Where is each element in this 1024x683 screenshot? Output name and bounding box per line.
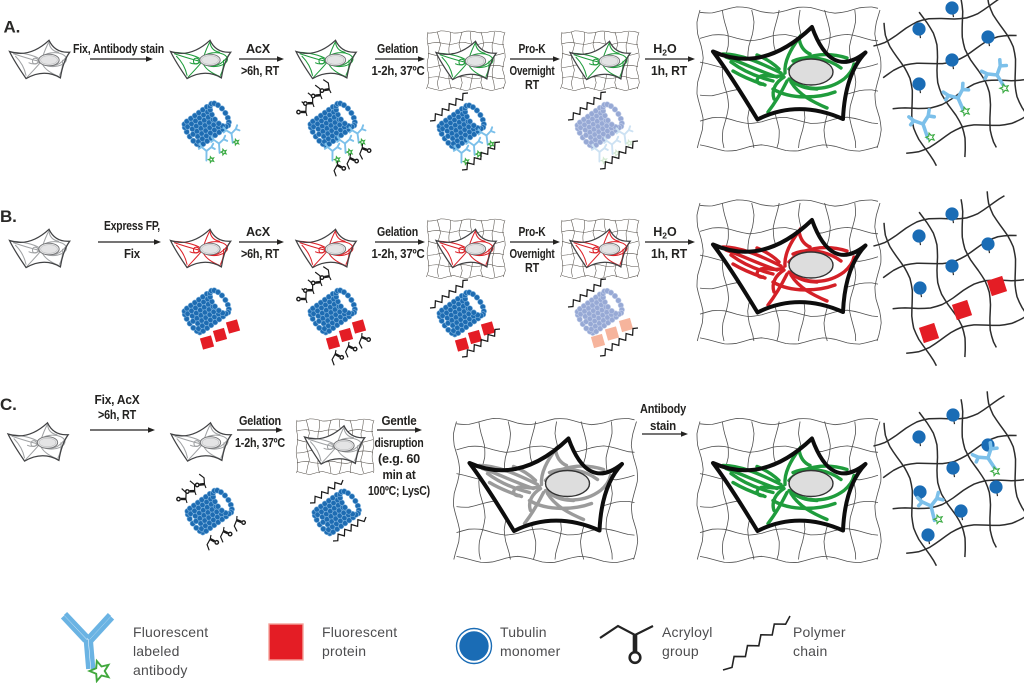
svg-text:antibody: antibody — [133, 662, 188, 678]
svg-text:Polymer: Polymer — [793, 624, 846, 640]
svg-text:chain: chain — [793, 643, 827, 659]
svg-text:>6h, RT: >6h, RT — [241, 247, 279, 261]
svg-text:disruption: disruption — [375, 436, 424, 450]
svg-text:Fix, Antibody stain: Fix, Antibody stain — [73, 42, 164, 56]
svg-text:RT: RT — [525, 78, 539, 92]
svg-text:100ºC; LysC): 100ºC; LysC) — [368, 484, 430, 498]
svg-text:>6h, RT: >6h, RT — [241, 64, 279, 78]
svg-text:A.: A. — [4, 18, 21, 37]
svg-text:Fix, AcX: Fix, AcX — [95, 393, 141, 407]
svg-text:1h, RT: 1h, RT — [651, 247, 688, 261]
svg-text:protein: protein — [322, 643, 366, 659]
svg-text:H2O: H2O — [653, 225, 677, 241]
svg-text:Overnight: Overnight — [510, 64, 556, 78]
svg-text:1h, RT: 1h, RT — [651, 64, 688, 78]
svg-text:Gelation: Gelation — [377, 225, 418, 239]
svg-text:Pro-K: Pro-K — [519, 225, 546, 239]
svg-text:Pro-K: Pro-K — [519, 42, 546, 56]
svg-text:AcX: AcX — [246, 225, 271, 239]
svg-text:labeled: labeled — [133, 643, 180, 659]
svg-text:Gelation: Gelation — [377, 42, 418, 56]
svg-text:1-2h, 37ºC: 1-2h, 37ºC — [235, 436, 285, 450]
svg-text:stain: stain — [650, 419, 676, 433]
svg-text:C.: C. — [0, 395, 17, 414]
svg-text:monomer: monomer — [500, 643, 561, 659]
svg-text:Express FP,: Express FP, — [104, 219, 160, 233]
svg-text:Acryloyl: Acryloyl — [662, 624, 713, 640]
svg-text:Fluorescent: Fluorescent — [322, 624, 397, 640]
svg-text:min at: min at — [383, 468, 417, 482]
svg-text:AcX: AcX — [246, 42, 271, 56]
svg-text:Gelation: Gelation — [239, 414, 281, 428]
svg-text:>6h, RT: >6h, RT — [98, 408, 136, 422]
svg-text:Tubulin: Tubulin — [500, 624, 547, 640]
svg-text:Fluorescent: Fluorescent — [133, 624, 208, 640]
svg-text:B.: B. — [0, 207, 17, 226]
svg-text:Gentle: Gentle — [382, 414, 417, 428]
svg-text:Fix: Fix — [124, 247, 140, 261]
svg-text:Overnight: Overnight — [510, 247, 556, 261]
svg-text:group: group — [662, 643, 699, 659]
svg-text:H2O: H2O — [653, 42, 677, 58]
svg-text:(e.g. 60: (e.g. 60 — [378, 452, 420, 466]
svg-text:1-2h, 37ºC: 1-2h, 37ºC — [372, 247, 425, 261]
svg-text:RT: RT — [525, 261, 539, 275]
svg-text:Antibody: Antibody — [640, 402, 686, 416]
svg-text:1-2h, 37ºC: 1-2h, 37ºC — [372, 64, 425, 78]
